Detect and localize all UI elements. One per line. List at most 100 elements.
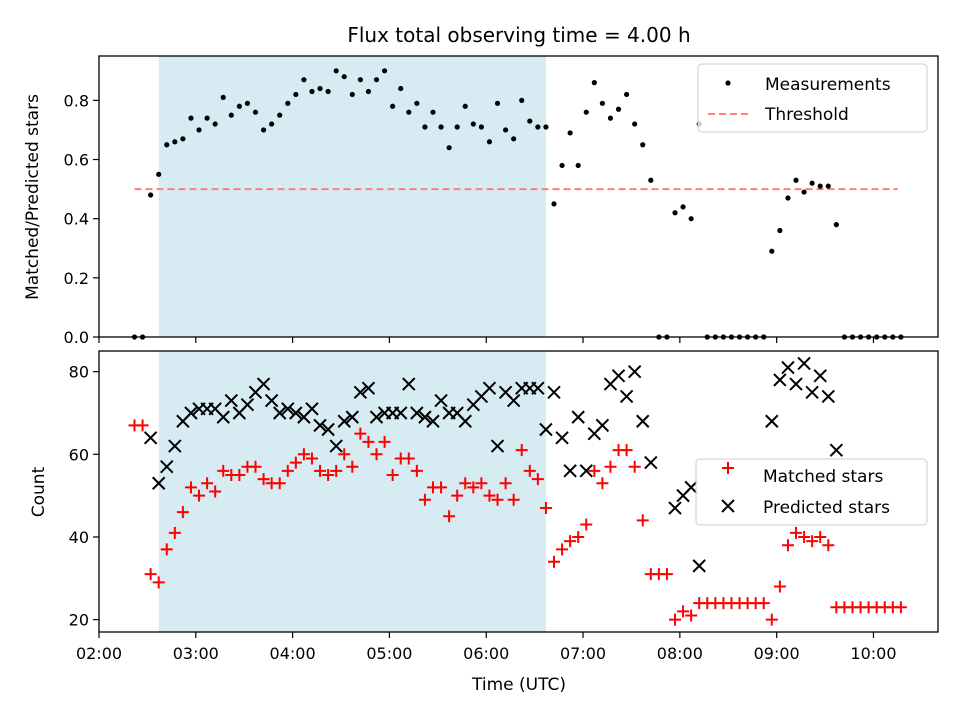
measurement-point: [430, 109, 436, 115]
matched-star-point: [467, 481, 480, 494]
matched-star-point: [443, 510, 456, 523]
measurement-point: [688, 216, 694, 222]
legend-measurements-label: Measurements: [765, 75, 891, 95]
matched-star-point: [209, 485, 222, 498]
measurement-point: [494, 100, 501, 106]
matched-star-point: [386, 468, 399, 481]
matched-star-point: [685, 609, 698, 622]
x-tick-label: 10:00: [850, 644, 896, 663]
matched-star-point: [281, 464, 294, 477]
measurement-point: [640, 142, 646, 148]
predicted-star-point: [418, 410, 432, 424]
top-legend: Measurements Threshold: [697, 63, 928, 133]
y-tick-label: 60: [69, 445, 89, 464]
measurement-point: [833, 222, 839, 228]
measurement-point: [825, 183, 831, 189]
predicted-star-point: [289, 406, 303, 420]
measurement-point: [204, 115, 210, 121]
predicted-star-point: [805, 385, 819, 400]
measurement-point: [406, 109, 412, 115]
matched-star-point: [515, 444, 528, 457]
measurement-point: [454, 124, 460, 130]
matched-star-point: [160, 543, 173, 556]
measurement-point: [148, 192, 154, 198]
measurement-point: [470, 121, 476, 127]
measurement-point: [502, 127, 509, 133]
measurement-point: [269, 121, 275, 127]
bottom-legend-box: [695, 458, 928, 526]
measurement-point: [575, 162, 581, 169]
predicted-star-point: [644, 455, 658, 470]
measurement-point: [438, 124, 444, 130]
predicted-star-point: [506, 393, 521, 408]
count-points: [128, 356, 907, 626]
top-axis-ticks: 0.0 0.2 0.4 0.6 0.8: [64, 91, 875, 347]
matched-star-point: [217, 464, 230, 477]
matched-star-point: [201, 477, 214, 490]
matched-star-point: [305, 452, 318, 465]
predicted-star-point: [151, 476, 166, 490]
measurement-point: [357, 77, 363, 83]
top-panel: 0.00.20.40.60.8 Matched/Predicted stars …: [23, 55, 939, 347]
matched-star-point: [193, 489, 206, 502]
predicted-star-point: [563, 464, 577, 478]
matched-star-point: [402, 452, 415, 465]
matched-star-point: [136, 419, 149, 432]
predicted-star-point: [281, 402, 295, 416]
measurement-point: [511, 136, 517, 142]
matched-star-point: [798, 530, 811, 543]
predicted-star-point: [143, 431, 158, 445]
measurement-point: [260, 127, 267, 133]
measurement-point: [309, 88, 315, 95]
predicted-star-point: [264, 393, 279, 408]
matched-star-point: [539, 502, 552, 515]
predicted-star-point: [531, 381, 545, 395]
x-tick-label: 04:00: [270, 644, 316, 663]
matched-star-point: [547, 555, 560, 568]
measurement-point: [769, 248, 775, 254]
measurement-point: [785, 195, 791, 201]
matched-star-point: [410, 464, 423, 477]
matched-star-point: [894, 601, 907, 614]
measurement-point: [365, 88, 372, 95]
predicted-star-point: [305, 402, 319, 416]
predicted-star-point: [313, 418, 327, 433]
matched-star-point: [322, 468, 335, 481]
predicted-star-point: [329, 439, 343, 453]
matched-star-point: [790, 526, 803, 539]
top-observing-window-shade: [158, 56, 546, 337]
predicted-star-point: [321, 422, 335, 437]
measurement-point: [478, 124, 484, 130]
x-tick-label: 02:00: [76, 644, 122, 663]
matched-star-point: [330, 464, 343, 477]
measurement-point: [801, 189, 807, 195]
matched-star-point: [273, 477, 286, 490]
predicted-star-point: [789, 377, 803, 391]
predicted-star-point: [216, 410, 230, 424]
predicted-star-point: [773, 373, 787, 387]
figure-title: Flux total observing time = 4.00 h: [347, 23, 690, 47]
legend-measurements-marker: [725, 80, 731, 86]
top-legend-box: [697, 63, 928, 133]
measurement-point: [591, 80, 597, 86]
predicted-star-point: [160, 459, 174, 474]
predicted-star-point: [224, 393, 239, 408]
measurement-point: [244, 100, 251, 106]
predicted-star-point: [595, 418, 610, 433]
predicted-star-point: [256, 377, 271, 391]
matched-star-point: [620, 444, 633, 457]
measurement-point: [632, 121, 638, 127]
measurement-point: [615, 106, 622, 112]
predicted-star-point: [571, 410, 585, 424]
measurement-point: [680, 204, 686, 210]
predicted-star-point: [273, 406, 287, 420]
predicted-star-point: [627, 364, 642, 379]
y-tick-label: 0.6: [64, 151, 89, 170]
matched-star-point: [346, 460, 359, 473]
predicted-star-point: [611, 369, 626, 383]
predicted-star-point: [765, 414, 779, 428]
matched-star-point: [814, 530, 827, 543]
predicted-star-point: [797, 356, 811, 371]
predicted-star-point: [668, 501, 682, 515]
